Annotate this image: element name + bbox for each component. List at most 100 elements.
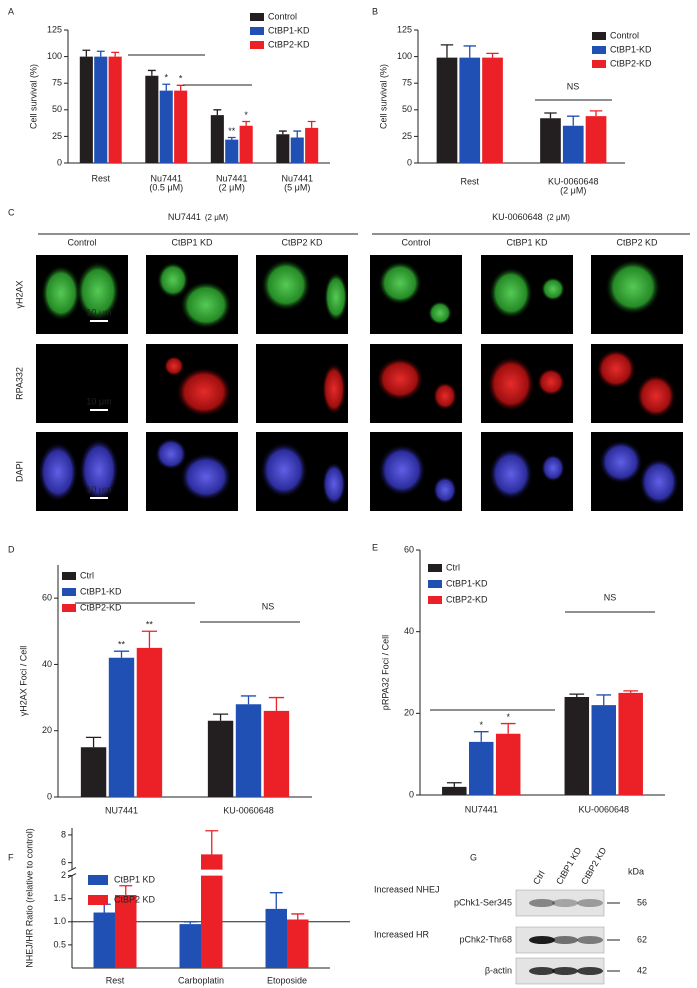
error-bar — [623, 690, 639, 693]
band — [577, 899, 603, 907]
nucleus — [157, 262, 189, 298]
significance: * — [179, 74, 183, 84]
panel-label: B — [372, 6, 378, 16]
blot-row-label: pChk1-Ser345 — [454, 897, 512, 907]
legend-swatch — [88, 895, 108, 905]
nucleus — [378, 261, 422, 305]
band — [552, 899, 578, 907]
nucleus — [261, 259, 311, 311]
treatment-dose: (2 μM) — [205, 213, 229, 222]
y-tick-label: 8 — [61, 829, 66, 839]
significance: ** — [228, 126, 236, 136]
band — [529, 967, 555, 975]
error-bar — [147, 69, 156, 76]
legend-label: CtBP2-KD — [610, 58, 652, 68]
y-axis-label: γH2AX Foci / Cell — [18, 646, 28, 717]
error-bar — [486, 52, 499, 58]
x-tick-label: KU-0060648 — [223, 805, 274, 815]
bar — [469, 741, 494, 795]
nucleus — [76, 261, 120, 321]
error-bar — [596, 694, 612, 706]
bar — [540, 118, 561, 163]
legend-swatch — [592, 32, 606, 40]
treatment-dose: (2 μM) — [547, 213, 571, 222]
legend-swatch — [250, 13, 264, 21]
y-tick-label: 0 — [57, 157, 62, 167]
nucleus — [41, 265, 81, 321]
legend-label: CtBP2-KD — [268, 39, 310, 49]
error-bar — [212, 713, 229, 721]
legend-swatch — [250, 27, 264, 35]
column-label: CtBP2 KD — [616, 237, 658, 247]
y-tick-label: 75 — [402, 78, 412, 88]
bar — [145, 75, 159, 163]
y-tick-label: 75 — [52, 78, 62, 88]
nucleus — [38, 442, 78, 502]
bar — [136, 647, 163, 797]
lane-label: Ctrl — [531, 869, 547, 886]
legend-label: CtBP1-KD — [268, 25, 310, 35]
y-tick-label: 1.5 — [53, 893, 66, 903]
nucleus — [322, 363, 346, 415]
error-bar — [544, 112, 557, 119]
bar — [235, 704, 262, 797]
column-label: CtBP1 KD — [171, 237, 213, 247]
annotation: NS — [567, 81, 580, 91]
bar — [115, 895, 137, 968]
significance: * — [479, 720, 483, 730]
legend-swatch — [592, 46, 606, 54]
error-bar — [473, 731, 489, 742]
nucleus — [605, 259, 661, 315]
column-label: CtBP1 KD — [506, 237, 548, 247]
y-tick-label: 20 — [404, 708, 414, 718]
annotation: NS — [604, 592, 617, 602]
x-tick-label: Nu7441 — [281, 173, 313, 183]
bar — [201, 854, 223, 968]
axis-break — [67, 867, 77, 873]
band — [577, 936, 603, 944]
lane-label: CtBP2 KD — [579, 845, 608, 886]
legend-swatch — [62, 588, 76, 596]
bar — [585, 116, 607, 163]
error-bar — [183, 921, 197, 925]
panel-label: E — [372, 542, 378, 552]
nucleus — [537, 368, 565, 396]
error-bar — [589, 110, 603, 117]
y-tick-label: 100 — [47, 51, 62, 61]
band — [577, 967, 603, 975]
y-tick-label: 1.0 — [53, 916, 66, 926]
x-tick-label: Nu7441 — [216, 173, 248, 183]
scale-bar-label: 10 μm — [86, 396, 111, 406]
legend-label: CtBP2-KD — [446, 594, 488, 604]
legend-swatch — [88, 875, 108, 885]
treatment-name: KU-0060648 — [492, 212, 543, 222]
nucleus — [378, 444, 426, 496]
blot-row-label: β-actin — [485, 965, 512, 975]
error-bar — [96, 50, 105, 57]
y-tick-label: 2 — [61, 870, 66, 880]
nucleus — [636, 374, 676, 418]
significance: * — [164, 73, 168, 83]
x-tick-label: Rest — [106, 975, 125, 985]
legend-label: CtBP1-KD — [446, 578, 488, 588]
panel-label: C — [8, 207, 15, 217]
nucleus — [489, 448, 533, 500]
error-bar — [119, 885, 133, 896]
nucleus — [180, 281, 232, 329]
bar — [305, 127, 319, 163]
x-tick-label: Rest — [91, 173, 110, 183]
bar — [591, 705, 616, 795]
legend-label: Control — [610, 30, 639, 40]
x-tick-label: Etoposide — [267, 975, 307, 985]
bar — [287, 919, 309, 968]
significance: * — [506, 712, 510, 722]
legend-swatch — [62, 604, 76, 612]
y-tick-label: 50 — [52, 104, 62, 114]
annotation: Increased NHEJ — [374, 884, 440, 894]
error-bar — [463, 45, 476, 58]
panel-label: G — [470, 852, 477, 862]
nucleus — [79, 438, 119, 502]
error-bar — [307, 120, 316, 128]
scale-bar-label: 10 μm — [86, 307, 111, 317]
